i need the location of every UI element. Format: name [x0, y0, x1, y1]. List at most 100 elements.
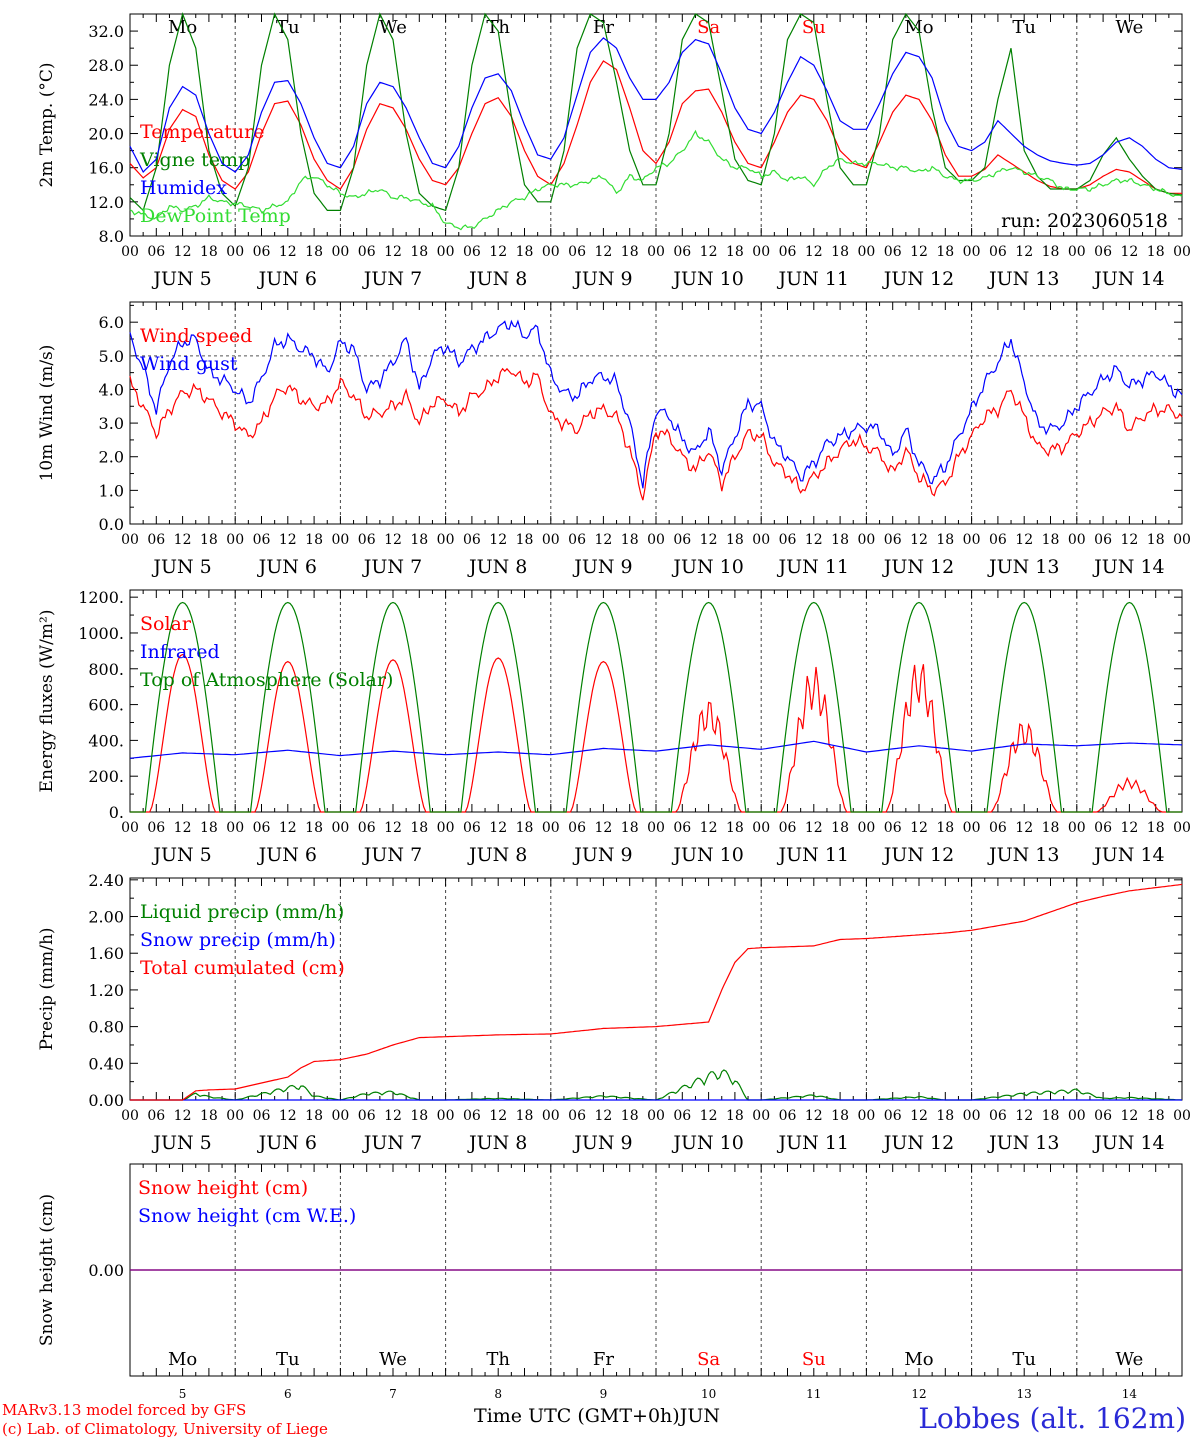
hour-tick-label: 00: [1068, 1108, 1086, 1124]
y-axis-label: Snow height (cm): [37, 1194, 57, 1346]
y-axis-label: 10m Wind (m/s): [37, 345, 57, 482]
day-number-label: 11: [806, 1387, 821, 1401]
hour-tick-label: 00: [963, 532, 981, 548]
series-line-wind-speed: [129, 367, 1183, 501]
hour-tick-label: 00: [963, 244, 981, 260]
hour-tick-label: 00: [857, 1108, 875, 1124]
hour-tick-label: 06: [358, 820, 376, 836]
hour-tick-label: 06: [463, 1108, 481, 1124]
panel-1: 8.0 12.0 16.0 20.0 24.0 28.0 32.0 2m Temp. (°C)…: [37, 12, 1191, 290]
hour-tick-label: 06: [779, 532, 797, 548]
y-tick-label: 1000.: [78, 624, 124, 643]
hour-tick-label: 18: [516, 1108, 534, 1124]
weekday-label: We: [1116, 17, 1144, 38]
hour-tick-label: 12: [1120, 244, 1138, 260]
y-axis-label: Precip (mm/h): [37, 927, 57, 1050]
date-label: JUN 10: [671, 844, 743, 866]
date-label: JUN 11: [777, 556, 849, 578]
hour-tick-label: 12: [489, 244, 507, 260]
y-tick-label: 2.00: [88, 908, 124, 927]
hour-tick-label: 00: [437, 244, 455, 260]
date-label: JUN 5: [151, 268, 211, 290]
weekday-label: We: [379, 17, 407, 38]
date-label: JUN 8: [467, 268, 527, 290]
y-tick-label: 0.40: [88, 1054, 124, 1073]
weekday-label: Th: [486, 17, 510, 38]
hour-tick-label: 00: [121, 244, 139, 260]
hour-tick-label: 12: [805, 532, 823, 548]
legend-entry: Snow precip (mm/h): [140, 929, 336, 951]
panel-4: 0.00 0.40 0.80 1.20 1.60 2.00 2.40 Precip (mm/h…: [37, 871, 1191, 1154]
hour-tick-label: 06: [673, 820, 691, 836]
date-label: JUN 13: [987, 844, 1059, 866]
y-tick-label: 200.: [88, 767, 124, 786]
hour-tick-label: 06: [884, 532, 902, 548]
hour-tick-label: 12: [594, 244, 612, 260]
weekday-label: Mo: [904, 17, 933, 38]
date-label: JUN 14: [1092, 1132, 1164, 1154]
hour-tick-label: 12: [384, 820, 402, 836]
hour-tick-label: 12: [489, 1108, 507, 1124]
hour-tick-label: 18: [200, 820, 218, 836]
hour-tick-label: 18: [200, 532, 218, 548]
hour-tick-label: 00: [437, 820, 455, 836]
hour-tick-label: 12: [1015, 244, 1033, 260]
day-number-label: 7: [389, 1387, 397, 1401]
hour-tick-label: 06: [1094, 532, 1112, 548]
y-tick-label: 1.0: [99, 481, 124, 500]
hour-tick-label: 06: [463, 532, 481, 548]
y-tick-label: 20.0: [88, 125, 124, 144]
hour-tick-label: 12: [384, 244, 402, 260]
hour-tick-label: 06: [147, 244, 165, 260]
hour-tick-label: 06: [358, 532, 376, 548]
panel-3: 0. 200. 400. 600. 800. 1000. 1200. Energy fluxe…: [37, 588, 1191, 866]
date-label: JUN 13: [987, 1132, 1059, 1154]
hour-tick-label: 00: [857, 244, 875, 260]
hour-tick-label: 00: [437, 1108, 455, 1124]
hour-tick-label: 06: [463, 244, 481, 260]
date-label: JUN 9: [572, 844, 632, 866]
hour-tick-label: 12: [910, 1108, 928, 1124]
date-label: JUN 13: [987, 556, 1059, 578]
hour-tick-label: 18: [726, 244, 744, 260]
hour-tick-label: 18: [1147, 820, 1165, 836]
y-tick-label: 6.0: [99, 313, 124, 332]
hour-tick-label: 06: [779, 244, 797, 260]
legend-entry: Liquid precip (mm/h): [140, 901, 344, 923]
hour-tick-label: 12: [594, 820, 612, 836]
date-label: JUN 12: [882, 268, 954, 290]
date-label: JUN 9: [572, 268, 632, 290]
series-line-top-of-atmosphere-solar-: [130, 601, 1182, 813]
hour-tick-label: 18: [305, 1108, 323, 1124]
hour-tick-label: 18: [1042, 244, 1060, 260]
hour-tick-label: 00: [226, 244, 244, 260]
legend-entry: DewPoint Temp: [140, 205, 291, 227]
hour-tick-label: 00: [331, 1108, 349, 1124]
hour-tick-label: 00: [963, 1108, 981, 1124]
hour-tick-label: 00: [542, 244, 560, 260]
hour-tick-label: 00: [542, 820, 560, 836]
hour-tick-label: 06: [673, 532, 691, 548]
y-axis-label: Energy fluxes (W/m²): [37, 610, 57, 793]
legend-entry: Temperature: [140, 121, 264, 143]
weekday-label: Mo: [168, 17, 197, 38]
hour-tick-label: 00: [647, 532, 665, 548]
hour-tick-label: 12: [910, 532, 928, 548]
weekday-label: Tu: [1012, 17, 1036, 38]
hour-tick-label: 06: [147, 820, 165, 836]
y-tick-label: 3.0: [99, 414, 124, 433]
hour-tick-label: 18: [726, 1108, 744, 1124]
hour-tick-label: 06: [358, 1108, 376, 1124]
date-label: JUN 10: [671, 1132, 743, 1154]
y-tick-label: 1200.: [78, 588, 124, 607]
time-axis-title: Time UTC (GMT+0h)JUN: [0, 1405, 1194, 1427]
weekday-label: We: [1116, 1349, 1144, 1370]
hour-tick-label: 00: [963, 820, 981, 836]
hour-tick-label: 06: [1094, 820, 1112, 836]
date-label: JUN 12: [882, 844, 954, 866]
series-line-wind-gust: [129, 319, 1183, 489]
weekday-label: Su: [802, 1349, 826, 1370]
hour-tick-label: 06: [673, 1108, 691, 1124]
hour-tick-label: 18: [621, 532, 639, 548]
date-label: JUN 14: [1092, 268, 1164, 290]
